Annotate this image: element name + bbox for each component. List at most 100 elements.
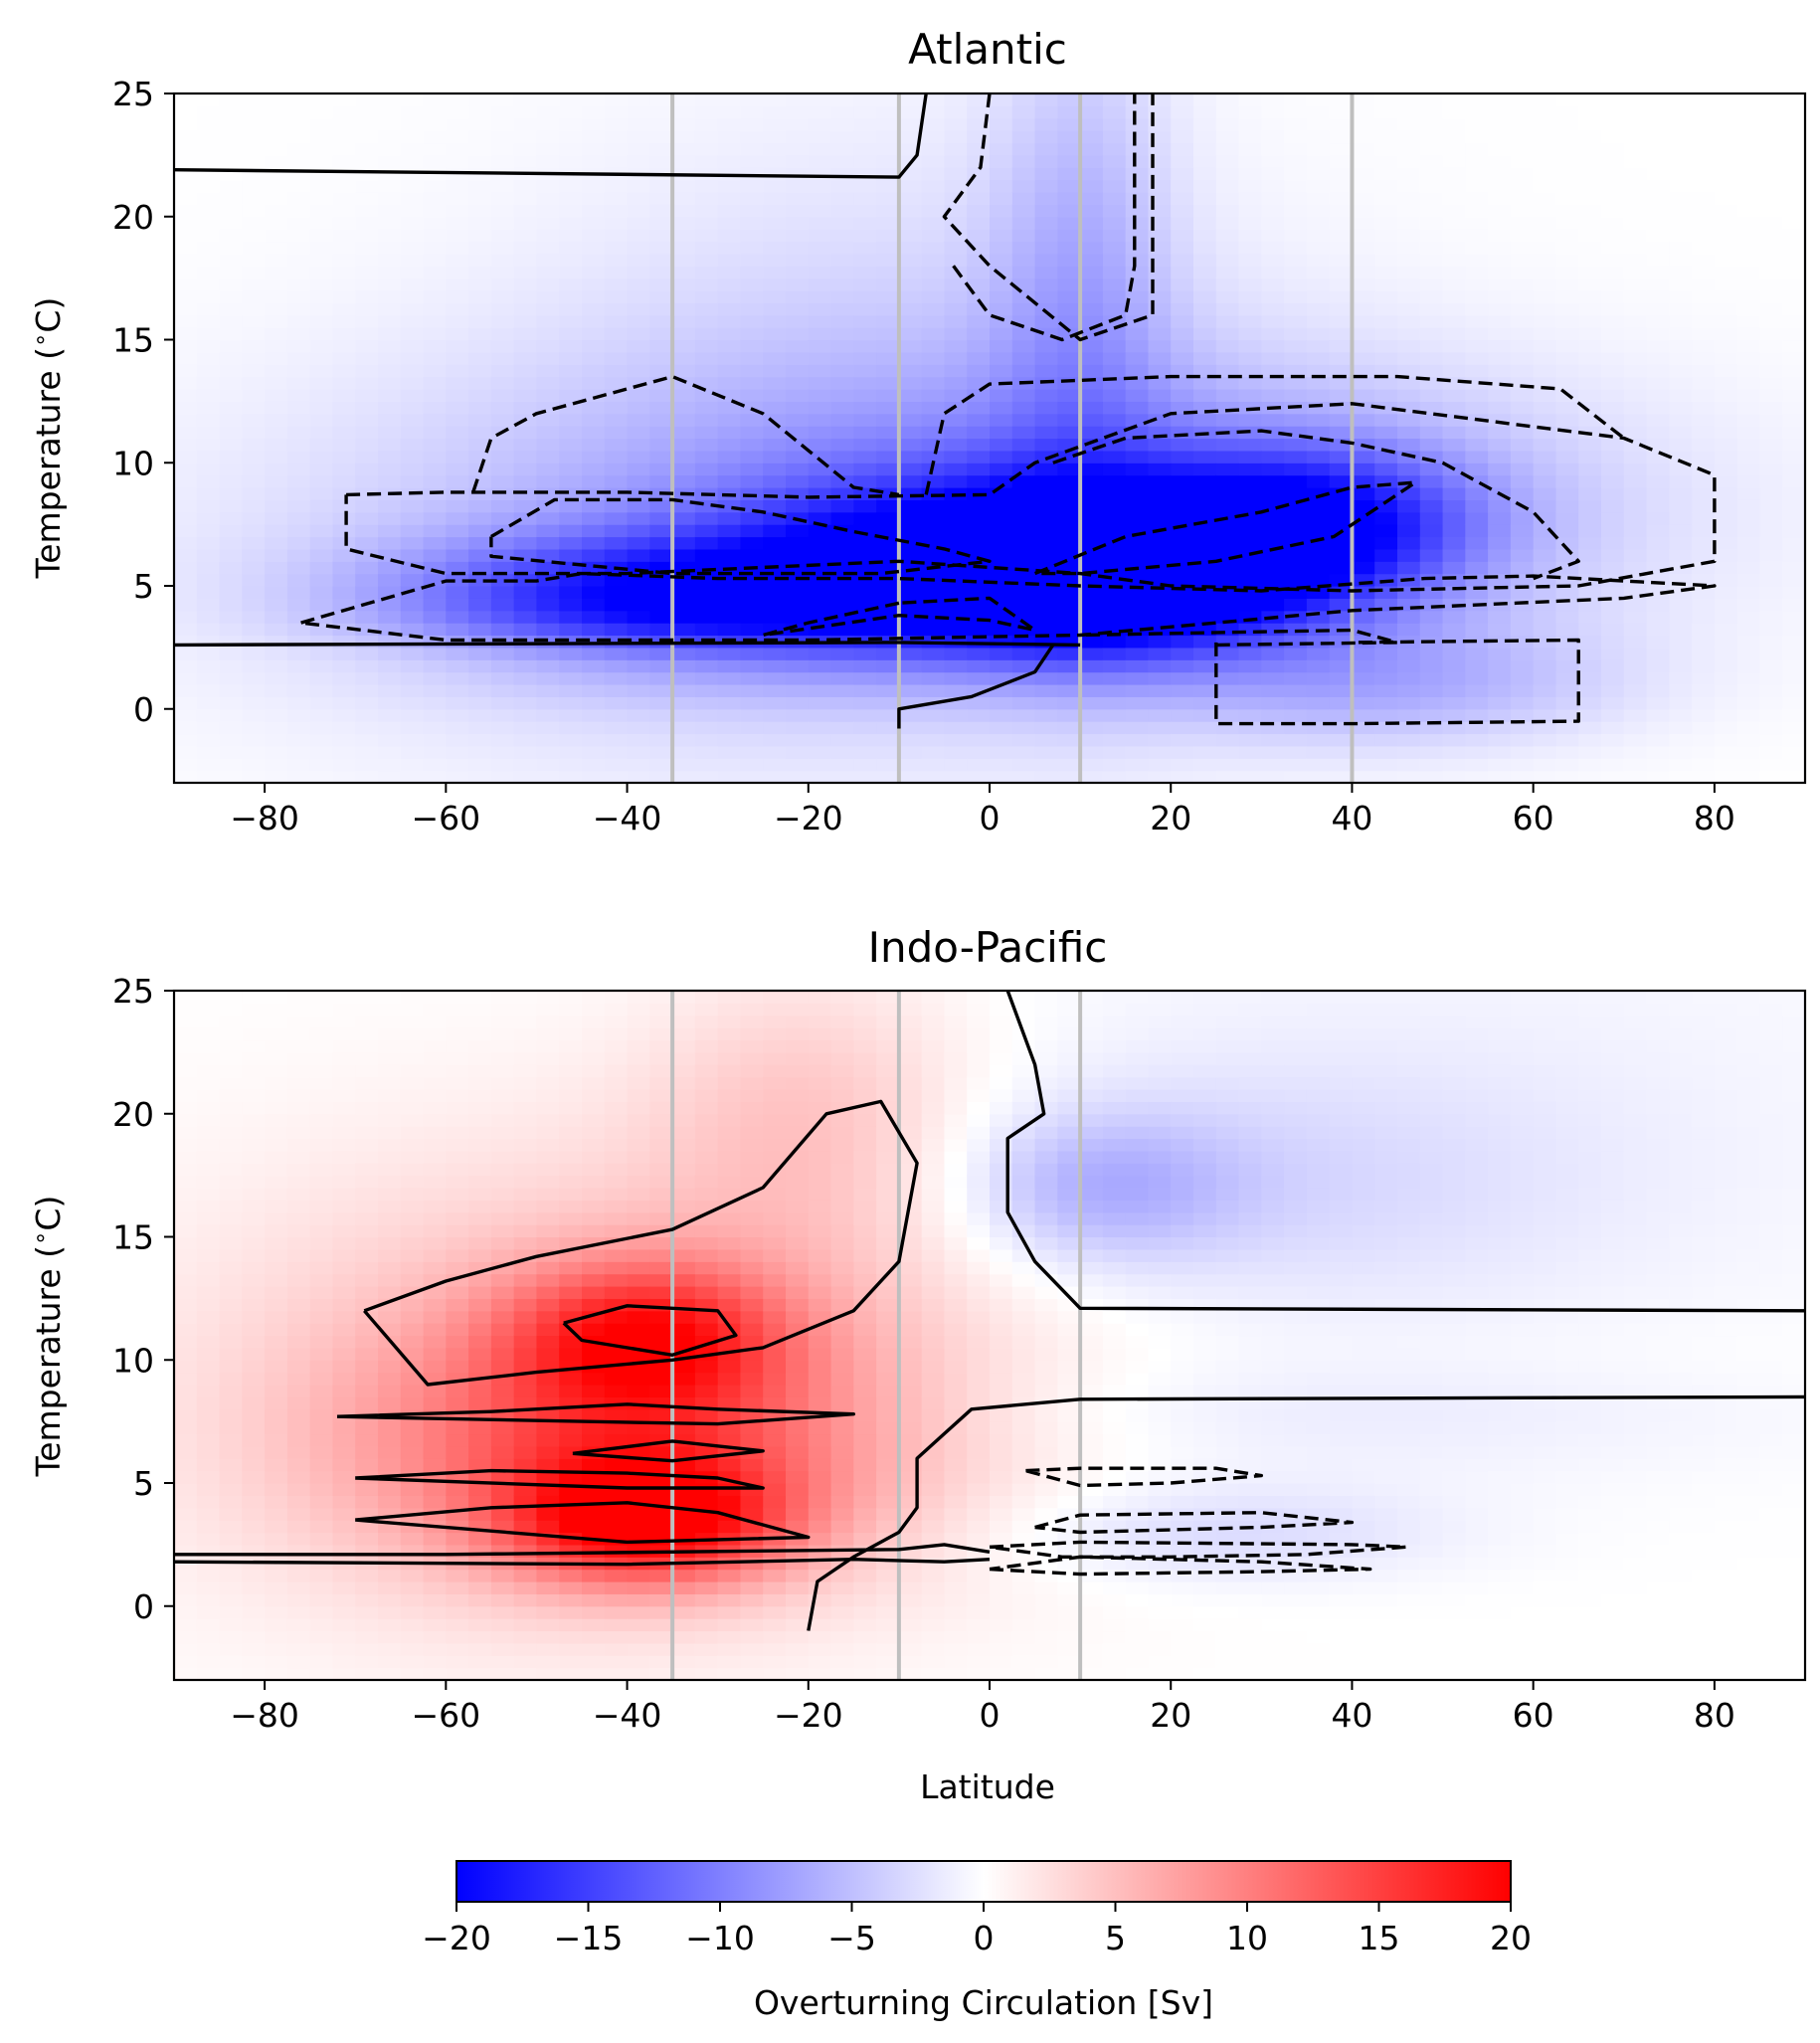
field-cell: [672, 733, 696, 747]
field-cell: [1261, 241, 1285, 255]
field-cell: [332, 1385, 356, 1397]
field-cell: [265, 696, 288, 710]
field-cell: [242, 1200, 266, 1213]
field-cell: [1442, 401, 1466, 415]
field-cell: [400, 154, 425, 168]
field-cell: [1284, 598, 1308, 612]
field-cell: [1080, 708, 1104, 722]
field-cell: [490, 1605, 515, 1619]
field-cell: [1352, 548, 1375, 562]
field-cell: [355, 1495, 379, 1509]
field-cell: [242, 561, 266, 575]
field-cell: [1510, 314, 1535, 328]
field-cell: [1555, 733, 1579, 747]
field-cell: [1533, 623, 1557, 637]
field-cell: [1125, 548, 1150, 562]
field-cell: [604, 351, 629, 365]
field-cell: [1397, 389, 1421, 402]
field-cell: [1714, 204, 1738, 218]
field-cell: [1374, 154, 1398, 168]
field-cell: [853, 671, 877, 685]
field-cell: [423, 130, 447, 144]
field-cell: [1669, 548, 1693, 562]
field-cell: [808, 179, 832, 193]
field-cell: [1714, 130, 1738, 144]
field-cell: [582, 327, 606, 341]
field-cell: [1623, 745, 1648, 759]
field-cell: [286, 1396, 311, 1410]
field-cell: [332, 586, 356, 599]
field-cell: [1623, 351, 1648, 365]
field-cell: [1736, 413, 1761, 427]
field-cell: [740, 623, 764, 637]
field-cell: [740, 438, 764, 452]
field-cell: [423, 463, 447, 476]
field-cell: [1736, 376, 1761, 390]
field-cell: [265, 1126, 288, 1140]
field-cell: [808, 474, 832, 488]
field-cell: [830, 93, 854, 106]
field-cell: [332, 991, 356, 1004]
field-cell: [1057, 130, 1081, 144]
field-cell: [468, 524, 492, 538]
field-cell: [1465, 647, 1489, 660]
field-cell: [490, 1236, 515, 1250]
field-cell: [1352, 499, 1375, 513]
field-cell: [582, 266, 606, 279]
field-cell: [490, 721, 515, 735]
field-cell: [1669, 339, 1693, 353]
field-cell: [627, 696, 650, 710]
contour-line-dashed: [942, 93, 1155, 342]
field-cell: [446, 1163, 469, 1177]
field-cell: [1623, 758, 1648, 772]
field-cell: [786, 179, 810, 193]
field-cell: [944, 216, 968, 230]
field-cell: [309, 1076, 334, 1090]
field-cell: [649, 204, 673, 218]
field-cell: [309, 696, 334, 710]
field-cell: [717, 733, 742, 747]
field-cell: [1306, 167, 1331, 181]
field-cell: [219, 1261, 243, 1275]
field-cell: [740, 573, 764, 587]
field-cell: [1736, 635, 1761, 649]
field-cell: [1623, 635, 1648, 649]
field-cell: [921, 314, 946, 328]
field-cell: [1057, 364, 1081, 378]
field-cell: [286, 1618, 311, 1632]
field-cell: [1623, 339, 1648, 353]
field-cell: [174, 659, 198, 673]
field-cell: [219, 339, 243, 353]
field-cell: [332, 327, 356, 341]
field-cell: [1465, 253, 1489, 267]
field-cell: [830, 598, 854, 612]
field-cell: [1601, 241, 1625, 255]
field-cell: [196, 1396, 221, 1410]
field-cell: [242, 426, 266, 440]
field-cell: [1306, 684, 1331, 697]
field-cell: [1692, 229, 1716, 243]
field-cell: [1238, 758, 1262, 772]
field-cell: [219, 1175, 243, 1189]
field-cell: [649, 229, 673, 243]
field-cell: [990, 586, 1013, 599]
field-cell: [265, 659, 288, 673]
field-cell: [332, 745, 356, 759]
field-cell: [1419, 351, 1444, 365]
field-cell: [265, 1360, 288, 1374]
field-cell: [513, 1015, 538, 1028]
field-cell: [1601, 192, 1625, 205]
field-cell: [400, 192, 425, 205]
field-cell: [1171, 93, 1194, 106]
field-cell: [1759, 339, 1783, 353]
field-cell: [627, 364, 650, 378]
field-cell: [242, 117, 266, 131]
field-cell: [332, 1618, 356, 1632]
field-cell: [1397, 105, 1421, 119]
field-cell: [990, 610, 1013, 624]
field-cell: [219, 376, 243, 390]
field-cell: [1284, 179, 1308, 193]
field-cell: [1488, 438, 1512, 452]
field-cell: [1306, 364, 1331, 378]
